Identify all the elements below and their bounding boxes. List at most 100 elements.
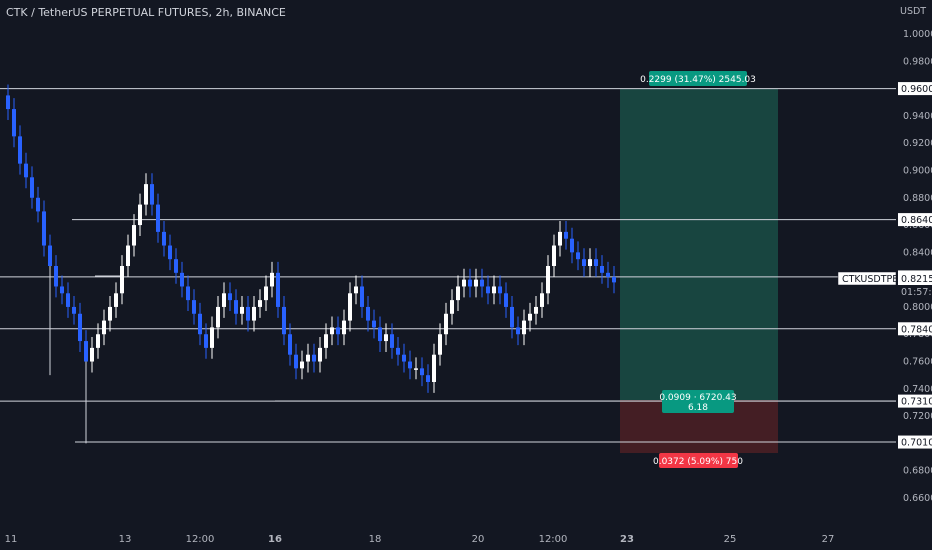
- candle-body: [54, 266, 58, 287]
- candle-body: [12, 109, 16, 137]
- candle-body: [270, 272, 274, 287]
- candle-body: [504, 293, 508, 307]
- currency-label: USDT: [900, 6, 926, 17]
- candle-body: [492, 286, 496, 294]
- candle-body: [426, 375, 430, 382]
- candle-body: [300, 361, 304, 369]
- candle-body: [342, 320, 346, 335]
- time-tick: 16: [268, 534, 282, 545]
- candle-body: [210, 327, 214, 348]
- current-price-tag: CTKUSDTPERP 0.8215 01:57:57: [837, 271, 932, 298]
- candle-body: [402, 354, 406, 362]
- symbol-label: CTKUSDTPERP: [842, 274, 911, 285]
- candle-body: [126, 245, 130, 266]
- candle-body: [66, 293, 70, 307]
- candle-body: [570, 238, 574, 253]
- candle-body: [240, 306, 244, 314]
- candle-body: [108, 306, 112, 321]
- entry-tag[interactable]: 0.0909 · 6720.43 6.18: [659, 390, 737, 413]
- level-tag: [898, 82, 932, 96]
- current-price-label: 0.8215: [901, 274, 932, 285]
- candle-body: [360, 286, 364, 307]
- candle-body: [330, 327, 334, 335]
- candle-body: [588, 259, 592, 266]
- candle-body: [540, 293, 544, 307]
- countdown-label: 01:57:57: [901, 287, 932, 298]
- candle-body: [186, 286, 190, 301]
- candle-body: [432, 354, 436, 382]
- candle-body: [450, 300, 454, 314]
- level-tag: [898, 322, 932, 336]
- candle-body: [60, 286, 64, 294]
- candle-body: [222, 293, 226, 307]
- candle-body: [312, 354, 316, 362]
- candle-body: [438, 334, 442, 355]
- level-tag-label: 0.9600: [901, 84, 932, 95]
- candle-body: [486, 286, 490, 294]
- time-tick: 27: [822, 534, 835, 545]
- candle-body: [30, 177, 34, 198]
- level-tag-label: 0.7310: [901, 397, 932, 408]
- candle-body: [354, 286, 358, 294]
- candle-body: [456, 286, 460, 301]
- candle-body: [138, 204, 142, 226]
- candle-body: [78, 313, 82, 342]
- candle-body: [414, 368, 418, 370]
- candle-body: [96, 334, 100, 348]
- candle-body: [192, 300, 196, 314]
- candle-body: [150, 184, 154, 205]
- candle-body: [516, 327, 520, 335]
- candle-body: [84, 341, 88, 362]
- candle-body: [132, 225, 136, 246]
- target-tag[interactable]: 0.2299 (31.47%) 2545.03: [640, 71, 756, 86]
- candle-body: [276, 272, 280, 307]
- candle-body: [294, 354, 298, 369]
- candle-body: [552, 245, 556, 266]
- candle-body: [606, 272, 610, 277]
- target-label: 0.2299 (31.47%) 2545.03: [640, 75, 756, 85]
- time-tick: 18: [369, 534, 382, 545]
- level-tag-label: 0.7010: [901, 438, 932, 449]
- candle-body: [462, 279, 466, 287]
- candle-body: [468, 279, 472, 287]
- candle-body: [384, 334, 388, 342]
- candle-body: [390, 334, 394, 348]
- profit-zone[interactable]: [620, 89, 778, 400]
- candle-body: [72, 306, 76, 314]
- candle-body: [18, 136, 22, 164]
- candle-body: [198, 313, 202, 335]
- candle-body: [582, 259, 586, 266]
- candle-body: [24, 163, 28, 178]
- candle-body: [546, 266, 550, 294]
- time-tick: 13: [119, 534, 132, 545]
- level-tag: [898, 213, 932, 227]
- entry-label-line1: 0.0909 · 6720.43: [659, 393, 736, 403]
- candle-body: [594, 259, 598, 266]
- candle-body: [534, 306, 538, 314]
- chart-title: CTK / TetherUS PERPETUAL FUTURES, 2h, BI…: [6, 6, 286, 19]
- candle-body: [114, 293, 118, 307]
- candle-body: [498, 286, 502, 294]
- candle-body: [228, 293, 232, 301]
- level-tag: [898, 394, 932, 408]
- candle-body: [444, 313, 448, 335]
- candle-body: [528, 313, 532, 321]
- stop-label: 0.0372 (5.09%) 750: [653, 457, 743, 467]
- stop-tag[interactable]: 0.0372 (5.09%) 750: [653, 453, 743, 468]
- candle-body: [264, 286, 268, 301]
- candle-body: [420, 368, 424, 376]
- candle-body: [36, 197, 40, 212]
- candle-body: [372, 320, 376, 328]
- candle-body: [246, 306, 250, 321]
- level-tag-label: 0.7840: [901, 324, 932, 335]
- candle-body: [204, 334, 208, 348]
- candle-body: [216, 306, 220, 328]
- candle-body: [396, 347, 400, 355]
